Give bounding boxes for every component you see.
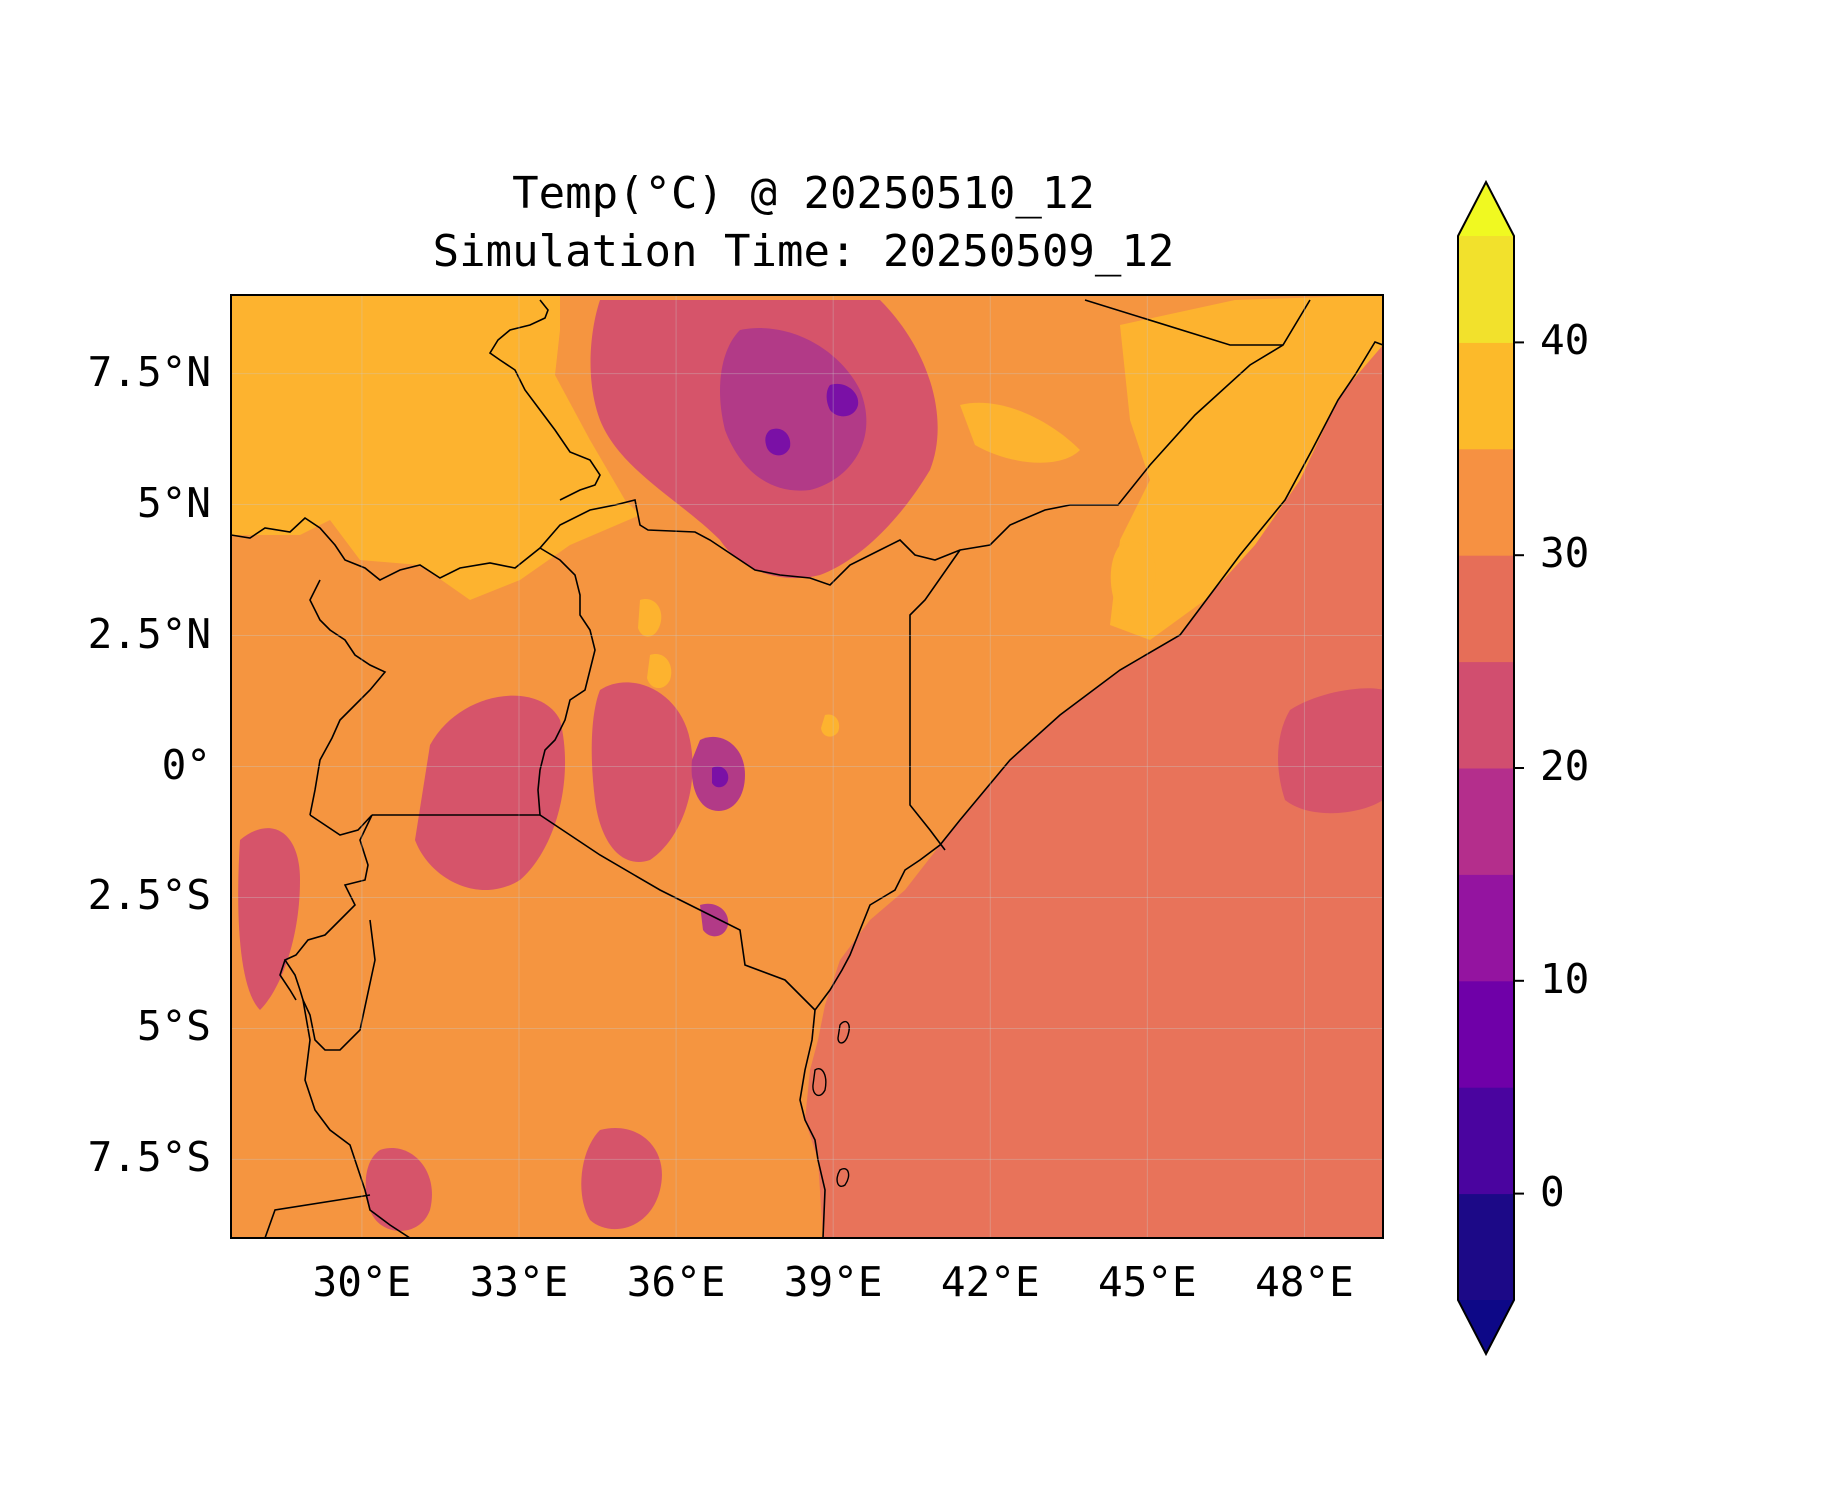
colorbar-tick-label: 40 xyxy=(1540,316,1590,365)
lon-tick-label: 45°E xyxy=(1097,1258,1197,1306)
lon-tick-label: 30°E xyxy=(312,1258,412,1306)
colorbar-extend-under xyxy=(1458,1300,1514,1354)
colorbar-segment xyxy=(1458,1087,1514,1195)
colorbar-segment xyxy=(1458,1193,1514,1301)
country-borders xyxy=(231,299,1311,1238)
colorbar-tick-label: 20 xyxy=(1540,742,1590,790)
lat-tick-label: 5°N xyxy=(136,478,211,527)
gridlines xyxy=(231,295,1383,1238)
lat-tick-label: 0° xyxy=(161,740,211,789)
colorbar-segment xyxy=(1458,448,1514,556)
map-frame xyxy=(230,294,1384,1239)
colorbar-segment xyxy=(1458,980,1514,1088)
lon-tick-label: 36°E xyxy=(626,1258,726,1306)
colorbar-segment xyxy=(1458,874,1514,982)
lat-tick-label: 5°S xyxy=(136,1002,211,1051)
colorbar-outline xyxy=(1457,179,1515,1357)
lon-tick-label: 42°E xyxy=(940,1258,1040,1306)
lat-tick-label: 2.5°N xyxy=(87,609,211,658)
colorbar-segment xyxy=(1458,342,1514,450)
coastline xyxy=(799,341,1383,1238)
colorbar-tick-label: 30 xyxy=(1540,529,1590,578)
cool-basin-field xyxy=(415,695,566,891)
lon-tick-label: 39°E xyxy=(783,1258,883,1306)
hot-horn-field xyxy=(1110,295,1383,640)
hot-lowland-field xyxy=(231,295,640,600)
colorbar-segment xyxy=(1458,661,1514,769)
lat-tick-label: 2.5°S xyxy=(87,871,211,920)
map-title: Temp(°C) @ 20250510_12 xyxy=(512,168,1095,219)
colorbar-segment xyxy=(1458,236,1514,343)
colorbar-tick-label: 0 xyxy=(1540,1167,1565,1216)
colorbar-extend-over xyxy=(1458,182,1514,236)
colorbar-segment xyxy=(1458,555,1514,663)
lon-tick-label: 33°E xyxy=(469,1258,569,1306)
map-subtitle: Simulation Time: 20250509_12 xyxy=(432,226,1175,277)
colorbar-segment xyxy=(1458,768,1514,875)
lon-tick-label: 48°E xyxy=(1255,1258,1354,1306)
lat-tick-label: 7.5°N xyxy=(87,347,211,396)
colorbar-tick-label: 10 xyxy=(1540,954,1590,1003)
colorbar xyxy=(1457,179,1524,1357)
map-fields xyxy=(231,295,1383,1238)
lat-tick-label: 7.5°S xyxy=(87,1133,211,1182)
